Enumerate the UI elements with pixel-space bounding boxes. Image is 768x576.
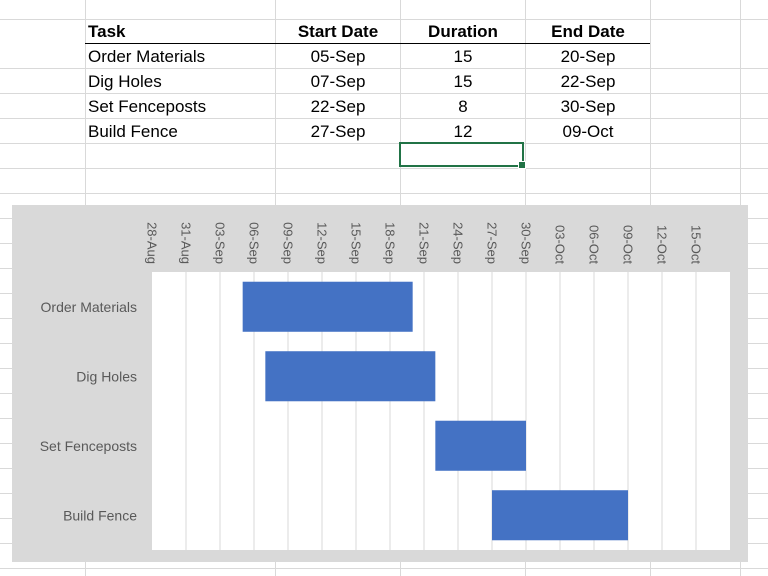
header-start-date[interactable]: Start Date <box>297 22 379 41</box>
x-tick-label: 15-Oct <box>689 225 704 264</box>
cell-task[interactable]: Order Materials <box>88 47 206 66</box>
row-gridline <box>0 168 768 169</box>
y-category-label: Build Fence <box>63 507 137 523</box>
header-bottom-border <box>85 43 650 44</box>
cell-task[interactable]: Dig Holes <box>88 72 162 91</box>
header-end-date[interactable]: End Date <box>551 22 625 41</box>
x-tick-label: 28-Aug <box>145 222 160 264</box>
row-gridline <box>0 568 768 569</box>
cell-end-date[interactable]: 20-Sep <box>560 47 616 66</box>
x-tick-label: 18-Sep <box>383 222 398 264</box>
cell-duration[interactable]: 8 <box>458 97 468 116</box>
x-tick-label: 15-Sep <box>349 222 364 264</box>
cell-task[interactable]: Build Fence <box>88 122 178 141</box>
cell-duration[interactable]: 15 <box>453 47 473 66</box>
header-task[interactable]: Task <box>88 22 126 41</box>
y-category-label: Order Materials <box>41 299 137 315</box>
row-gridline <box>0 93 768 94</box>
x-tick-label: 09-Sep <box>281 222 296 264</box>
active-cell-selection[interactable] <box>399 142 526 169</box>
y-category-label: Dig Holes <box>76 368 137 384</box>
cell-start-date[interactable]: 07-Sep <box>310 72 366 91</box>
cell-end-date[interactable]: 30-Sep <box>560 97 616 116</box>
gantt-bar <box>265 351 436 402</box>
gantt-bar <box>242 281 413 332</box>
gantt-bar <box>492 490 628 541</box>
cell-end-date[interactable]: 22-Sep <box>560 72 616 91</box>
row-gridline <box>0 143 768 144</box>
cell-start-date[interactable]: 27-Sep <box>310 122 366 141</box>
row-gridline <box>0 19 768 20</box>
cell-duration[interactable]: 15 <box>453 72 473 91</box>
plot-area <box>152 272 730 550</box>
cell-start-date[interactable]: 05-Sep <box>310 47 366 66</box>
x-tick-label: 06-Oct <box>587 225 602 264</box>
x-tick-label: 12-Oct <box>655 225 670 264</box>
header-duration[interactable]: Duration <box>428 22 498 41</box>
x-tick-label: 30-Sep <box>519 222 534 264</box>
gantt-chart[interactable]: 28-Aug 31-Aug 03-Sep 06-Sep 09-Sep 12-Sep 15-S… <box>12 205 748 562</box>
fill-handle[interactable] <box>518 161 526 169</box>
x-tick-label: 09-Oct <box>621 225 636 264</box>
x-tick-label: 03-Oct <box>553 225 568 264</box>
x-tick-label: 27-Sep <box>485 222 500 264</box>
y-category-label: Set Fenceposts <box>40 438 137 454</box>
row-gridline <box>0 68 768 69</box>
x-tick-label: 06-Sep <box>247 222 262 264</box>
x-tick-label: 21-Sep <box>417 222 432 264</box>
x-tick-label: 12-Sep <box>315 222 330 264</box>
cell-duration[interactable]: 12 <box>453 122 473 141</box>
cell-task[interactable]: Set Fenceposts <box>88 97 207 116</box>
cell-start-date[interactable]: 22-Sep <box>310 97 366 116</box>
gantt-chart-svg: 28-Aug 31-Aug 03-Sep 06-Sep 09-Sep 12-Sep 15-S… <box>40 222 730 550</box>
x-tick-label: 03-Sep <box>213 222 228 264</box>
row-gridline <box>0 193 768 194</box>
gantt-bar <box>435 420 526 471</box>
x-tick-label: 24-Sep <box>451 222 466 264</box>
row-gridline <box>0 118 768 119</box>
x-tick-label: 31-Aug <box>179 222 194 264</box>
cell-end-date[interactable]: 09-Oct <box>562 122 614 141</box>
